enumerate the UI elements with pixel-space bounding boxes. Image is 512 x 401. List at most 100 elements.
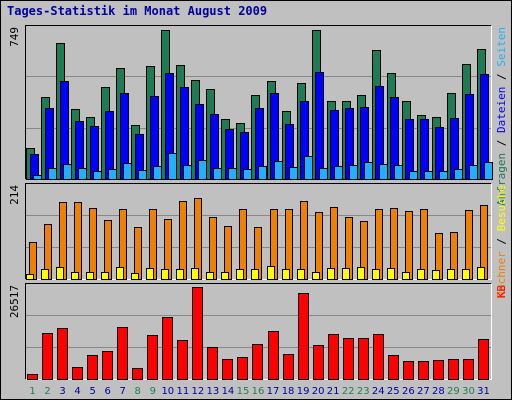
bar-rechner-day-18 [282,269,290,280]
bar-kb-day-11 [177,340,188,380]
x-tick-label: 19 [297,386,310,397]
bar-kb-day-16 [252,344,263,380]
x-tick-label: 26 [402,386,415,397]
x-tick-label: 31 [477,386,490,397]
bar-seiten-day-3 [63,164,72,180]
bar-kb-day-7 [117,327,128,380]
bar-rechner-day-27 [417,269,425,280]
bar-kb-day-9 [147,335,158,380]
x-tick-label: 29 [447,386,460,397]
bar-seiten-day-7 [123,163,132,180]
x-tick-label: 17 [267,386,280,397]
bar-seiten-day-19 [304,156,313,180]
bar-dateien-day-27 [420,119,429,180]
bar-rechner-day-15 [236,269,244,280]
bar-kb-day-6 [102,351,113,380]
x-tick-label: 15 [237,386,250,397]
bar-seiten-day-14 [228,168,237,180]
bar-besuche-day-8 [134,227,142,280]
legend-entry: / [495,67,508,87]
bar-kb-day-30 [463,359,474,380]
x-tick-label: 4 [74,386,80,397]
bar-rechner-day-30 [462,269,470,280]
bar-seiten-day-24 [379,164,388,180]
bar-rechner-day-23 [357,267,365,280]
x-tick-label: 22 [342,386,355,397]
bar-kb-day-12 [192,287,203,380]
bar-kb-day-19 [298,293,309,380]
x-tick-label: 6 [104,386,110,397]
x-tick-label: 3 [59,386,65,397]
x-tick-label: 16 [252,386,265,397]
panel-bottom-border-top [25,283,492,380]
bar-seiten-day-18 [289,167,298,180]
bar-rechner-day-6 [101,272,109,280]
bar-kb-day-22 [343,338,354,380]
bar-kb-day-4 [72,367,83,380]
bar-kb-day-23 [358,338,369,380]
bar-seiten-day-27 [424,171,433,180]
bar-besuche-day-11 [179,201,187,280]
x-tick-label: 11 [176,386,189,397]
bar-rechner-day-20 [312,272,320,280]
bar-seiten-day-11 [183,165,192,180]
x-tick-label: 12 [192,386,205,397]
bar-kb-day-27 [418,361,429,380]
bar-besuche-day-19 [300,201,308,280]
bar-rechner-day-21 [327,268,335,280]
bar-seiten-day-5 [93,171,102,180]
x-tick-label: 2 [44,386,50,397]
bar-besuche-day-1 [29,242,37,280]
bar-seiten-day-16 [258,166,267,180]
panel-top-legend: Anfragen / Dateien / Seiten [495,27,508,206]
bar-seiten-day-9 [153,166,162,180]
bar-seiten-day-8 [138,170,147,180]
bar-rechner-day-26 [402,272,410,280]
bar-kb-day-18 [283,354,294,380]
legend-entry: Seiten [495,27,508,67]
bar-rechner-day-3 [56,267,64,280]
bar-seiten-day-17 [274,161,283,180]
x-tick-label: 25 [387,386,400,397]
bar-rechner-day-5 [86,272,94,280]
bar-rechner-day-4 [71,272,79,280]
legend-entry: Dateien [495,87,508,133]
bar-seiten-day-25 [394,165,403,180]
x-tick-label: 8 [135,386,141,397]
bar-rechner-day-13 [206,272,214,280]
bar-kb-day-28 [433,360,444,380]
panel-middle-border-top [25,183,492,280]
bar-seiten-day-26 [409,171,418,180]
legend-entry: KB [495,285,508,299]
bar-kb-day-13 [207,347,218,380]
bar-kb-day-17 [268,331,279,380]
bar-rechner-day-8 [131,273,139,280]
bar-rechner-day-28 [432,270,440,280]
x-tick-label: 21 [327,386,340,397]
bar-rechner-day-2 [41,269,49,280]
bar-besuche-day-20 [315,212,323,280]
bar-seiten-day-30 [469,165,478,180]
x-tick-label: 7 [120,386,126,397]
x-tick-label: 13 [207,386,220,397]
bar-rechner-day-1 [26,274,34,280]
bar-seiten-day-4 [78,168,87,180]
bar-kb-day-8 [132,368,143,380]
x-tick-label: 23 [357,386,370,397]
bar-kb-day-26 [403,361,414,380]
bar-dateien-day-26 [405,119,414,180]
bar-seiten-day-28 [439,171,448,180]
bar-seiten-day-21 [334,166,343,180]
bar-kb-day-5 [87,355,98,380]
bar-seiten-day-13 [213,168,222,180]
bar-kb-day-2 [42,333,53,380]
bar-rechner-day-22 [342,268,350,280]
x-tick-label: 24 [372,386,385,397]
bar-seiten-day-12 [198,160,207,180]
legend-entry: / [495,231,508,251]
bar-rechner-day-7 [116,267,124,280]
bar-rechner-day-16 [251,269,259,280]
x-tick-label: 27 [417,386,430,397]
bar-rechner-day-14 [221,272,229,280]
